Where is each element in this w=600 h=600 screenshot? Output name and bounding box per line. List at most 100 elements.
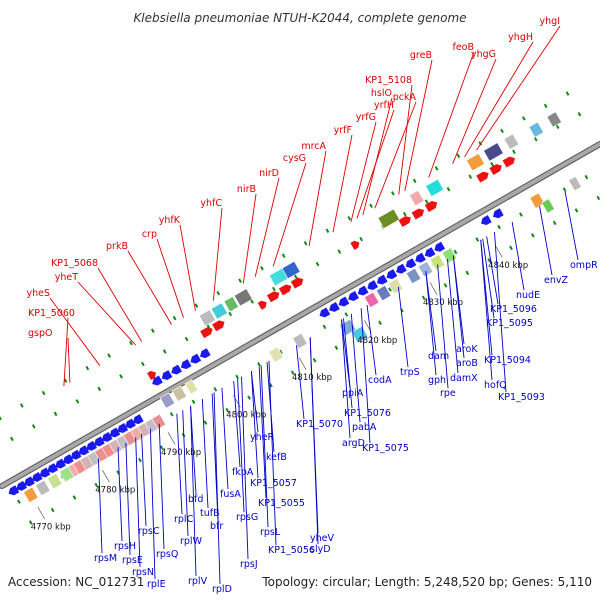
- gene-arrow: [405, 258, 417, 269]
- leader-line: [374, 101, 417, 209]
- gene-arrow: [101, 431, 113, 442]
- gene-block: [351, 325, 369, 344]
- tick-mark: [172, 315, 177, 321]
- gene-label: yheR: [250, 432, 274, 443]
- tick-mark: [443, 283, 448, 288]
- tick-mark: [574, 208, 579, 213]
- gene-arrow: [481, 215, 492, 226]
- gene-arrow: [200, 348, 211, 359]
- gene-label: rpsN: [132, 567, 154, 578]
- gene-block: [233, 288, 253, 307]
- scale-tick: [298, 357, 307, 370]
- gene-label: pabA: [352, 422, 377, 433]
- tick-mark: [290, 370, 295, 375]
- tick-mark: [465, 270, 470, 276]
- gene-label: rplV: [188, 576, 208, 587]
- gene-label: yheT: [55, 272, 78, 283]
- gene-label: KP1_5070: [296, 419, 343, 430]
- tick-mark: [129, 340, 133, 346]
- gene-block: [210, 302, 228, 320]
- gene-arrow: [200, 327, 213, 339]
- gene-arrow: [125, 418, 136, 429]
- gene-label: rpsG: [236, 512, 258, 523]
- tick-mark: [453, 249, 458, 255]
- gene-label: codA: [368, 375, 392, 386]
- gene-arrow: [94, 436, 105, 447]
- gene-arrow: [152, 375, 163, 386]
- gene-block: [375, 284, 392, 302]
- gene-features: [8, 111, 582, 503]
- tick-mark: [402, 211, 407, 217]
- gene-block: [405, 267, 422, 285]
- genome-backbone: [0, 141, 600, 489]
- gene-label: slyD: [310, 544, 331, 555]
- tick-mark: [434, 166, 439, 171]
- gene-label: KP1_5093: [498, 392, 545, 403]
- tick-mark: [260, 265, 264, 271]
- tick-mark: [247, 395, 251, 400]
- gene-label: KP1_5096: [490, 304, 537, 315]
- leader-line: [268, 360, 277, 546]
- leader-line: [176, 413, 183, 515]
- tick-mark: [424, 199, 429, 204]
- tick-mark: [391, 191, 395, 196]
- gene-label: rpsH: [114, 541, 136, 552]
- gene-block: [59, 466, 75, 483]
- leader-line: [272, 162, 307, 267]
- leader-line: [242, 193, 257, 284]
- gene-block: [466, 153, 485, 172]
- gene-arrow: [266, 291, 280, 303]
- tick-mark: [334, 345, 339, 350]
- gene-arrow: [290, 277, 304, 289]
- gene-label: KP1_5075: [362, 443, 409, 454]
- gene-block: [483, 142, 504, 162]
- leader-line: [241, 376, 249, 560]
- leader-line: [237, 378, 245, 513]
- gene-label: yhfK: [159, 215, 181, 226]
- gene-arrow: [492, 208, 504, 219]
- leader-line: [190, 405, 197, 495]
- gene-label: bfd: [188, 494, 203, 505]
- tick-mark: [344, 312, 349, 317]
- gene-label: aroB: [456, 358, 478, 369]
- gene-block: [503, 133, 520, 150]
- tick-mark: [119, 374, 123, 379]
- tick-mark: [337, 249, 342, 254]
- gene-label: rpsE: [122, 555, 143, 566]
- gene-arrow: [424, 247, 436, 258]
- leader-line: [135, 437, 141, 568]
- gene-label: KP1_5094: [484, 355, 531, 366]
- gene-label: ompR: [570, 260, 598, 271]
- gene-arrow: [171, 364, 182, 375]
- gene-label: KP1_5056: [268, 545, 315, 556]
- tick-mark: [281, 253, 286, 258]
- tick-mark: [325, 228, 330, 234]
- gene-block: [568, 176, 582, 192]
- leader-line: [67, 337, 71, 383]
- leader-line: [260, 365, 269, 528]
- gene-label: mrcA: [301, 141, 326, 152]
- gene-arrow: [489, 164, 502, 176]
- gene-block: [292, 332, 308, 350]
- tick-mark: [303, 241, 308, 246]
- tick-mark: [206, 324, 211, 329]
- map-title: Klebsiella pneumoniae NTUH-K2044, comple…: [133, 11, 466, 25]
- gene-label: yhgI: [540, 16, 560, 27]
- gene-label: yhfC: [200, 198, 222, 209]
- tick-mark: [446, 186, 451, 192]
- gene-label: rpsQ: [156, 549, 178, 560]
- leader-line: [350, 121, 377, 223]
- tick-mark: [107, 353, 112, 358]
- leader-line: [182, 410, 189, 537]
- leader-line: [149, 428, 156, 580]
- gene-block: [171, 385, 188, 402]
- leader-line: [295, 345, 305, 420]
- gene-block: [198, 309, 216, 327]
- tick-mark: [0, 415, 2, 421]
- gene-block: [528, 121, 545, 138]
- leader-line: [425, 271, 437, 376]
- gene-label: cysG: [283, 153, 306, 164]
- tick-mark: [184, 336, 189, 342]
- tick-mark: [203, 420, 208, 425]
- leader-line: [211, 393, 219, 522]
